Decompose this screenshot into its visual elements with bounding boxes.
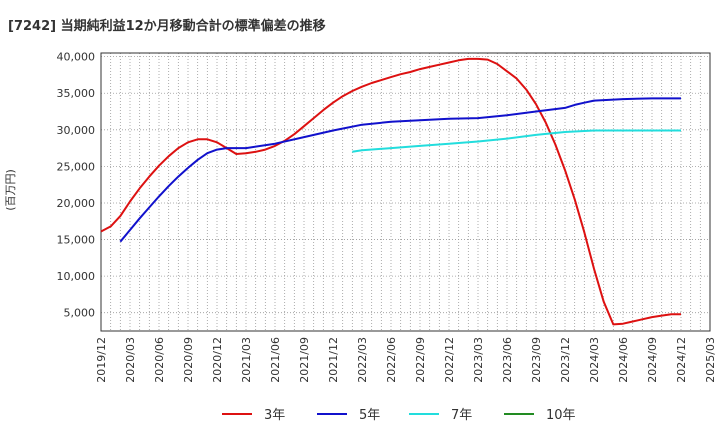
y-axis-label: (百万円) xyxy=(4,169,17,211)
y-tick-label: 5,000 xyxy=(64,307,96,320)
y-tick-label: 15,000 xyxy=(57,234,96,247)
x-tick-label: 2021/12 xyxy=(327,337,340,383)
x-tick-label: 2024/03 xyxy=(588,337,601,383)
x-tick-label: 2023/09 xyxy=(530,337,543,383)
x-tick-label: 2020/12 xyxy=(211,337,224,383)
x-tick-label: 2024/09 xyxy=(646,337,659,383)
x-tick-label: 2021/06 xyxy=(269,337,282,383)
y-tick-label: 30,000 xyxy=(57,124,96,137)
x-tick-label: 2024/06 xyxy=(617,337,630,383)
x-tick-label: 2020/06 xyxy=(153,337,166,383)
y-tick-label: 20,000 xyxy=(57,197,96,210)
x-tick-label: 2020/09 xyxy=(182,337,195,383)
x-tick-label: 2021/09 xyxy=(298,337,311,383)
x-tick-label: 2024/12 xyxy=(675,337,688,383)
legend: 3年 5年 7年 10年 xyxy=(222,408,576,423)
legend-label: 5年 xyxy=(359,408,380,423)
x-tick-label: 2019/12 xyxy=(95,337,108,383)
x-tick-label: 2023/06 xyxy=(501,337,514,383)
x-tick-label: 2020/03 xyxy=(124,337,137,383)
y-tick-label: 10,000 xyxy=(57,270,96,283)
x-tick-label: 2023/12 xyxy=(559,337,572,383)
x-tick-label: 2021/03 xyxy=(240,337,253,383)
plot-area: 5,000 10,000 15,000 20,000 25,000 30,000 35,00… xyxy=(57,51,718,383)
x-tick-label: 2022/12 xyxy=(443,337,456,383)
series-line-7年 xyxy=(352,129,681,153)
x-tick-label: 2023/03 xyxy=(472,337,485,383)
chart-title: [7242] 当期純利益12か月移動合計の標準偏差の推移 xyxy=(8,18,326,34)
series-line-5年 xyxy=(119,97,681,243)
legend-label: 3年 xyxy=(264,408,285,423)
x-tick-label: 2022/03 xyxy=(356,337,369,383)
plot-frame xyxy=(100,52,711,332)
x-tick-label: 2025/03 xyxy=(704,337,717,383)
legend-label: 7年 xyxy=(451,408,472,423)
x-tick-label: 2022/09 xyxy=(414,337,427,383)
legend-label: 10年 xyxy=(546,408,576,423)
plot-background xyxy=(101,53,710,331)
y-tick-label: 35,000 xyxy=(57,87,96,100)
x-tick-label: 2022/06 xyxy=(385,337,398,383)
y-tick-label: 40,000 xyxy=(57,51,96,64)
y-tick-label: 25,000 xyxy=(57,160,96,173)
series-line-3年 xyxy=(100,57,681,326)
